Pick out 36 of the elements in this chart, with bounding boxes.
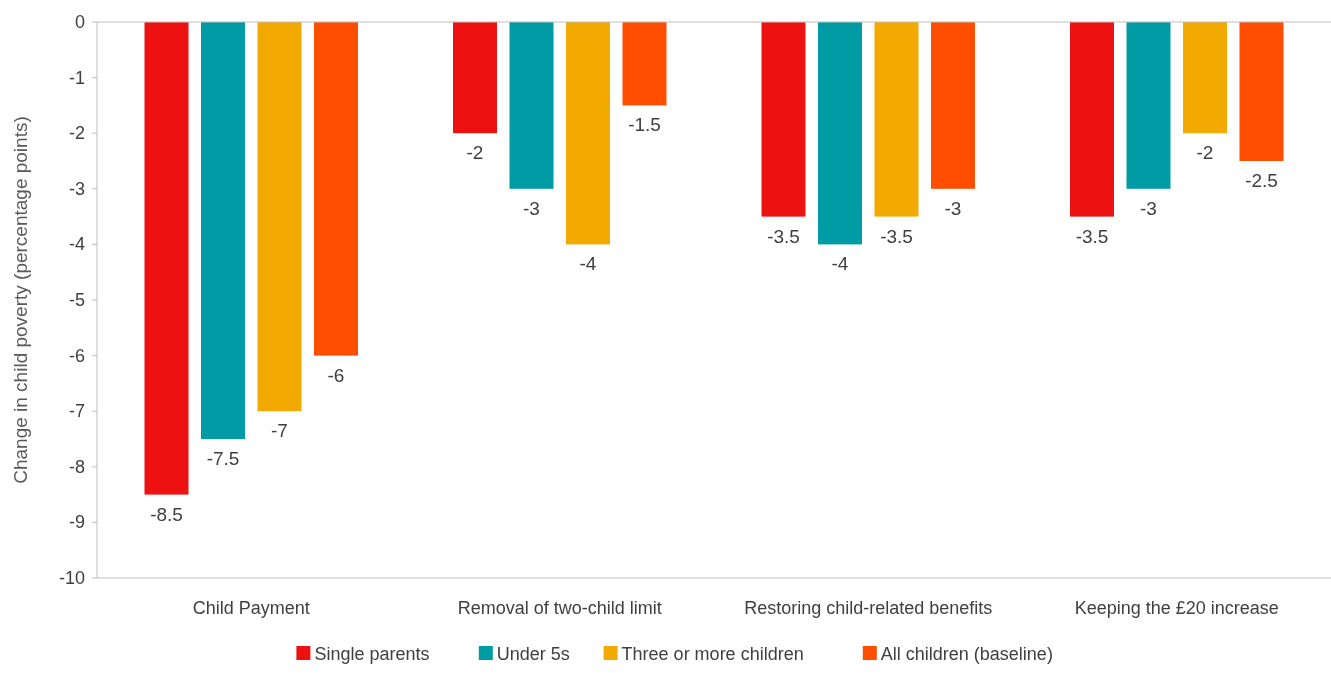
data-label: -7 — [271, 420, 288, 442]
x-tick-label: Keeping the £20 increase — [1074, 598, 1279, 618]
data-label: -4 — [831, 253, 849, 275]
y-tick-label: -2 — [68, 123, 85, 144]
data-label: -2 — [466, 142, 484, 164]
y-tick-label: -4 — [68, 234, 85, 255]
data-label: -2.5 — [1245, 170, 1278, 191]
data-label: -4 — [579, 253, 597, 275]
y-tick-label: -5 — [68, 290, 85, 310]
data-label: -7.5 — [206, 448, 240, 469]
data-label: -3.5 — [767, 225, 800, 247]
x-tick-label: Child Payment — [192, 598, 310, 618]
legend-label: Under 5s — [496, 644, 570, 664]
y-tick-label: -7 — [68, 401, 85, 422]
x-tick-label: Removal of two-child limit — [457, 598, 662, 618]
legend-label: Three or more children — [621, 644, 804, 664]
data-label: -8.5 — [150, 503, 183, 525]
y-tick-label: -6 — [68, 345, 85, 366]
data-label: -3.5 — [1075, 225, 1109, 247]
data-label: -1.5 — [628, 114, 661, 136]
y-tick-label: -10 — [58, 568, 85, 588]
y-tick-label: -9 — [68, 512, 85, 533]
y-axis-title: Change in child poverty (percentage points) — [10, 116, 31, 484]
legend-label: All children (baseline) — [880, 644, 1053, 664]
x-tick-label: Restoring child-related benefits — [744, 598, 993, 618]
data-label: -3 — [1140, 197, 1157, 219]
legend-label: Single parents — [314, 644, 430, 664]
data-label: -3.5 — [880, 225, 913, 247]
y-tick-label: -1 — [68, 67, 85, 88]
data-label: -3 — [523, 197, 540, 219]
y-tick-label: 0 — [74, 12, 85, 32]
y-tick-label: -8 — [68, 456, 85, 477]
data-label: -6 — [327, 364, 345, 386]
data-label: -2 — [1196, 142, 1214, 164]
y-tick-label: -3 — [68, 178, 85, 199]
data-label: -3 — [944, 197, 962, 219]
